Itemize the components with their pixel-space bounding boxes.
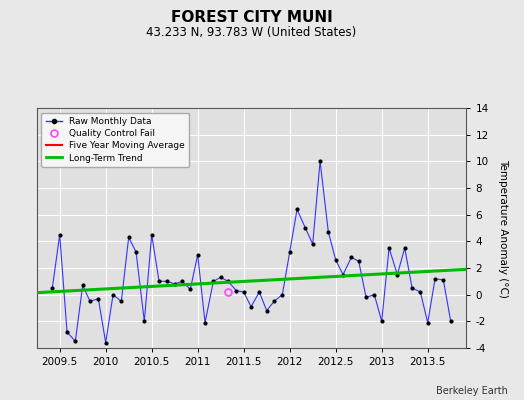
Text: FOREST CITY MUNI: FOREST CITY MUNI — [171, 10, 332, 25]
Text: Berkeley Earth: Berkeley Earth — [436, 386, 508, 396]
Y-axis label: Temperature Anomaly (°C): Temperature Anomaly (°C) — [498, 158, 508, 298]
Legend: Raw Monthly Data, Quality Control Fail, Five Year Moving Average, Long-Term Tren: Raw Monthly Data, Quality Control Fail, … — [41, 112, 190, 167]
Text: 43.233 N, 93.783 W (United States): 43.233 N, 93.783 W (United States) — [146, 26, 357, 39]
